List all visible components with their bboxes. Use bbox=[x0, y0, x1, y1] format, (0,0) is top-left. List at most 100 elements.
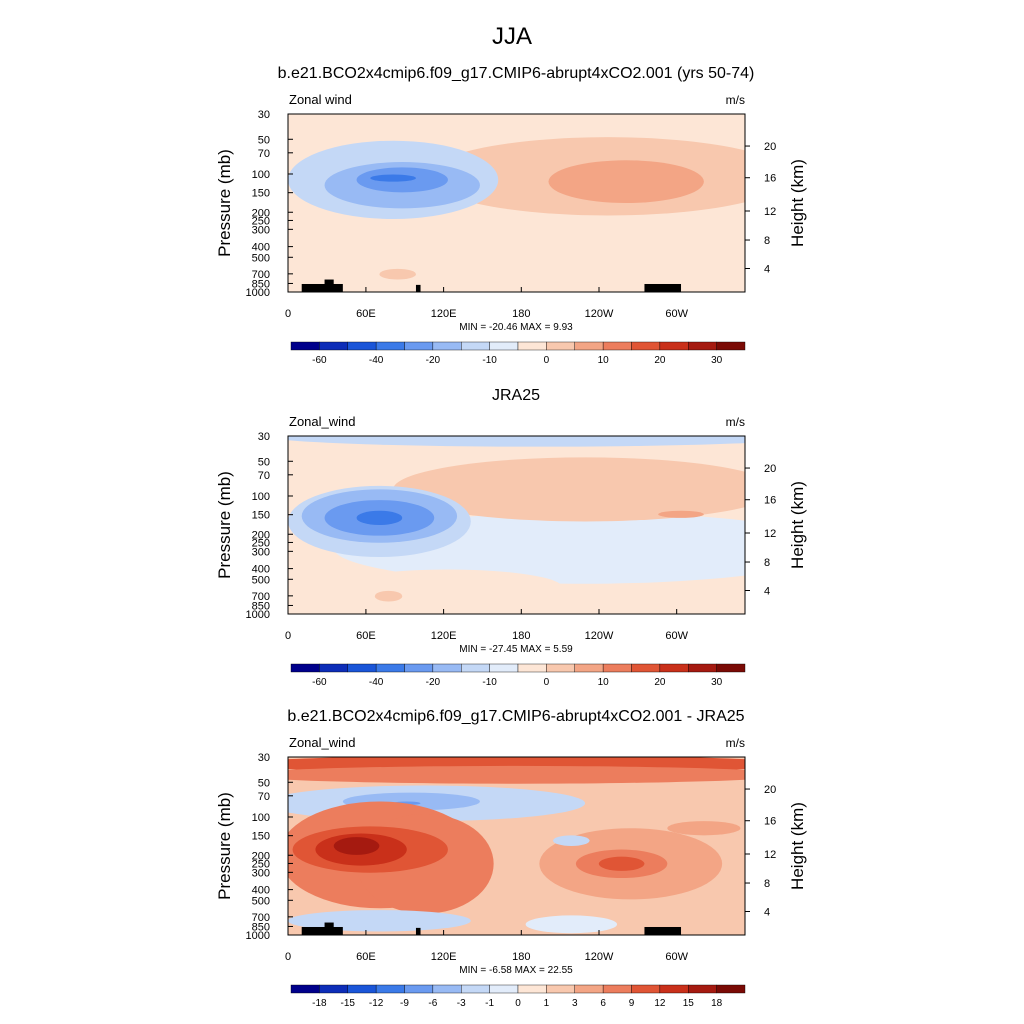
colorbar-swatch bbox=[602, 663, 632, 673]
height-tick-label: 16 bbox=[764, 173, 776, 185]
y-tick-label: 250 bbox=[252, 215, 270, 227]
colorbar-swatch bbox=[546, 663, 575, 673]
height-tick-label: 12 bbox=[764, 206, 776, 218]
y-axis-label: Pressure (mb) bbox=[215, 792, 234, 900]
x-tick-label: 180 bbox=[512, 308, 530, 320]
units-label: m/s bbox=[726, 415, 745, 429]
x-tick-label: 60E bbox=[356, 630, 376, 642]
y-tick-label: 150 bbox=[252, 831, 270, 843]
y-tick-label: 70 bbox=[258, 791, 270, 803]
y-tick-label: 850 bbox=[252, 278, 270, 290]
colorbar-label: 1 bbox=[544, 998, 550, 1009]
colorbar-label: -20 bbox=[426, 677, 441, 688]
contour-region bbox=[525, 915, 618, 934]
y-tick-label: 500 bbox=[252, 252, 270, 264]
colorbar-swatch bbox=[347, 984, 377, 994]
x-tick-label: 60W bbox=[665, 951, 688, 963]
y-tick-label: 30 bbox=[258, 431, 270, 443]
contour-region bbox=[288, 765, 745, 784]
y-tick-label: 50 bbox=[258, 777, 270, 789]
colorbar-swatch bbox=[461, 341, 490, 351]
contour-region bbox=[548, 160, 704, 203]
colorbar-swatch bbox=[574, 341, 604, 351]
y-tick-label: 250 bbox=[252, 537, 270, 549]
y-tick-label: 1000 bbox=[246, 930, 270, 942]
colorbar-swatch bbox=[404, 663, 434, 673]
terrain-mask bbox=[324, 279, 334, 292]
colorbar-swatch bbox=[688, 341, 717, 351]
y-tick-label: 850 bbox=[252, 921, 270, 933]
panel-3: b.e21.BCO2x4cmip6.f09_g17.CMIP6-abrupt4x… bbox=[215, 708, 807, 1009]
terrain-mask bbox=[324, 922, 334, 935]
colorbar-label: 12 bbox=[654, 998, 666, 1009]
colorbar-swatch bbox=[432, 984, 462, 994]
terrain-mask bbox=[301, 926, 343, 935]
y-tick-label: 500 bbox=[252, 574, 270, 586]
terrain-mask bbox=[415, 284, 421, 292]
colorbar-swatch bbox=[290, 984, 320, 994]
height-tick-label: 4 bbox=[764, 264, 770, 276]
contour-region bbox=[288, 436, 745, 447]
height-axis-label: Height (km) bbox=[788, 481, 807, 569]
colorbar-swatch bbox=[602, 341, 632, 351]
y-axis-label: Pressure (mb) bbox=[215, 471, 234, 579]
panel-title: JRA25 bbox=[492, 387, 540, 404]
y-tick-label: 50 bbox=[258, 134, 270, 146]
colorbar-label: 30 bbox=[711, 355, 723, 366]
colorbar-swatch bbox=[716, 984, 746, 994]
y-tick-label: 70 bbox=[258, 148, 270, 160]
contour-region bbox=[598, 856, 645, 871]
terrain-mask bbox=[644, 283, 682, 292]
colorbar-label: 30 bbox=[711, 677, 723, 688]
colorbar-swatch bbox=[375, 984, 405, 994]
colorbar-label: -15 bbox=[341, 998, 356, 1009]
y-tick-label: 700 bbox=[252, 912, 270, 924]
colorbar-label: -12 bbox=[369, 998, 384, 1009]
plot-frame bbox=[287, 435, 746, 615]
colorbar-swatch bbox=[319, 341, 348, 351]
colorbar-swatch bbox=[631, 984, 661, 994]
colorbar-label: -10 bbox=[482, 355, 497, 366]
x-tick-label: 180 bbox=[512, 951, 530, 963]
height-tick-label: 12 bbox=[764, 528, 776, 540]
colorbar-label: 0 bbox=[515, 998, 521, 1009]
y-tick-label: 200 bbox=[252, 850, 270, 862]
colorbar-swatch bbox=[688, 984, 717, 994]
terrain-mask bbox=[415, 927, 421, 935]
colorbar-swatch bbox=[290, 341, 320, 351]
colorbar-swatch bbox=[347, 341, 377, 351]
min-max-stats: MIN = -27.45 MAX = 5.59 bbox=[459, 644, 573, 655]
colorbar-swatch bbox=[375, 341, 405, 351]
colorbar-swatch bbox=[319, 984, 348, 994]
height-tick-label: 20 bbox=[764, 784, 776, 796]
y-axis-label: Pressure (mb) bbox=[215, 149, 234, 257]
colorbar-swatch bbox=[432, 341, 462, 351]
contour-region bbox=[333, 837, 380, 855]
y-tick-label: 150 bbox=[252, 188, 270, 200]
colorbar-swatch bbox=[688, 663, 717, 673]
height-tick-label: 8 bbox=[764, 878, 770, 890]
variable-label: Zonal_wind bbox=[289, 414, 356, 429]
y-tick-label: 100 bbox=[252, 169, 270, 181]
terrain-mask bbox=[644, 926, 682, 935]
contour-region bbox=[333, 569, 563, 606]
height-tick-label: 4 bbox=[764, 586, 770, 598]
x-tick-label: 0 bbox=[285, 630, 291, 642]
height-tick-label: 12 bbox=[764, 849, 776, 861]
colorbar-swatch bbox=[461, 984, 490, 994]
colorbar-swatch bbox=[489, 341, 519, 351]
y-tick-label: 150 bbox=[252, 510, 270, 522]
colorbar-label: -60 bbox=[312, 355, 327, 366]
colorbar-swatch bbox=[631, 663, 661, 673]
x-tick-label: 120E bbox=[431, 630, 457, 642]
figure-title: JJA bbox=[492, 23, 532, 50]
colorbar-label: -6 bbox=[428, 998, 437, 1009]
colorbar-swatch bbox=[461, 663, 490, 673]
y-tick-label: 100 bbox=[252, 812, 270, 824]
y-tick-label: 300 bbox=[252, 867, 270, 879]
panel-title: b.e21.BCO2x4cmip6.f09_g17.CMIP6-abrupt4x… bbox=[278, 65, 755, 82]
height-tick-label: 20 bbox=[764, 141, 776, 153]
colorbar-label: 9 bbox=[629, 998, 635, 1009]
colorbar-label: -1 bbox=[485, 998, 494, 1009]
